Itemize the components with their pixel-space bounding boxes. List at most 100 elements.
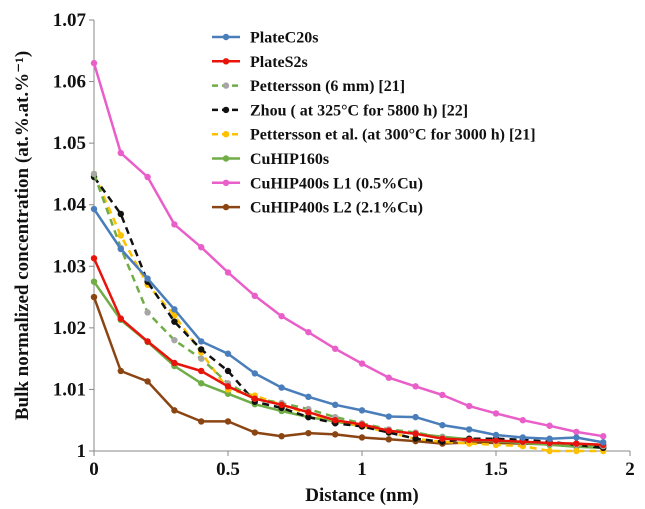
data-point <box>90 205 98 213</box>
legend-marker <box>222 203 230 211</box>
data-point <box>439 435 446 442</box>
axes <box>89 19 631 456</box>
data-point <box>117 210 125 218</box>
series-line <box>92 208 604 444</box>
data-point <box>224 350 232 357</box>
data-point <box>305 393 312 401</box>
y-tick-label: 1.02 <box>53 318 86 339</box>
data-point <box>358 360 366 367</box>
y-tick-label: 1.04 <box>53 195 87 216</box>
data-point <box>305 409 312 416</box>
data-point <box>546 422 553 429</box>
data-point <box>117 367 125 375</box>
data-point <box>546 435 553 442</box>
data-point <box>251 370 258 377</box>
data-point <box>519 417 526 424</box>
legend-marker <box>222 155 230 162</box>
series-line <box>92 173 604 453</box>
plot-series <box>90 59 607 455</box>
data-point <box>492 431 500 439</box>
legend-marker <box>222 33 230 41</box>
legend-marker <box>222 179 230 186</box>
legend-marker <box>222 82 230 89</box>
data-point <box>492 437 500 444</box>
data-point <box>305 413 312 421</box>
data-point <box>117 232 125 239</box>
data-point <box>90 255 98 262</box>
data-point <box>332 401 339 409</box>
axis-labels: 1 1.01 1.02 1.03 1.04 1.05 1.06 1.07 0 0.5 1 1.5 2 Di… <box>12 10 635 506</box>
y-axis-title: Bulk normalized concentration (at.%.at.%… <box>12 51 33 420</box>
data-point <box>198 346 205 353</box>
data-point <box>332 417 339 424</box>
data-point <box>198 243 205 251</box>
y-tick-label: 1.06 <box>53 72 86 93</box>
legend-marker <box>222 131 230 138</box>
data-point <box>171 359 178 367</box>
legend-marker <box>222 58 230 65</box>
y-tick-label: 1.07 <box>53 10 87 31</box>
data-point <box>171 336 178 344</box>
data-point <box>144 275 151 282</box>
data-point <box>251 395 258 402</box>
data-point <box>90 59 98 67</box>
data-point <box>171 407 178 414</box>
x-tick-label: 1 <box>357 459 367 480</box>
x-tick-label: 1.5 <box>484 459 508 480</box>
data-point <box>144 338 151 345</box>
data-point <box>573 428 580 436</box>
data-point <box>358 434 366 441</box>
data-point <box>385 427 392 434</box>
data-point <box>412 430 419 437</box>
data-point <box>573 440 580 447</box>
legend-label: Zhou ( at 325°C for 5800 h) [22] <box>250 102 468 119</box>
data-point <box>439 421 446 429</box>
data-point <box>90 170 98 178</box>
data-point <box>171 221 178 228</box>
data-point <box>144 378 151 385</box>
data-point <box>385 374 392 381</box>
data-point <box>412 383 419 390</box>
data-point <box>519 434 526 441</box>
x-tick-label: 0 <box>89 459 99 480</box>
series-line <box>92 62 604 438</box>
data-point <box>117 149 125 157</box>
y-tick-label: 1.03 <box>53 256 86 277</box>
data-point <box>144 309 151 316</box>
y-tick-label: 1 <box>77 441 87 462</box>
data-point <box>171 306 178 313</box>
data-point <box>600 433 607 440</box>
data-point <box>573 434 580 441</box>
series-line <box>92 176 604 450</box>
x-axis-title: Distance (nm) <box>305 485 418 506</box>
legend-marker <box>222 106 230 114</box>
data-point <box>358 407 366 414</box>
data-point <box>546 447 553 455</box>
data-point <box>466 426 473 433</box>
legend: PlateC20s PlateS2s Pettersson (6 mm) [21] Z… <box>212 30 536 217</box>
legend-label: PlateC20s <box>250 30 318 47</box>
data-point <box>224 269 232 276</box>
legend-label: PlateS2s <box>250 54 308 71</box>
y-tick-label: 1.05 <box>53 133 86 154</box>
data-point <box>412 435 419 442</box>
data-point <box>198 355 205 362</box>
data-point <box>224 383 232 390</box>
data-point <box>198 418 205 425</box>
data-point <box>466 436 473 444</box>
x-tick-label: 0.5 <box>216 459 240 480</box>
data-point <box>251 292 258 300</box>
legend-label: CuHIP400s L2 (2.1%Cu) <box>250 200 423 217</box>
data-point <box>278 433 285 440</box>
data-point <box>224 367 232 375</box>
legend-label: CuHIP160s <box>250 151 329 168</box>
data-point <box>385 413 392 420</box>
data-point <box>198 380 205 387</box>
data-point <box>278 312 285 320</box>
data-point <box>198 367 205 375</box>
legend-label: Pettersson et al. (at 300°C for 3000 h) … <box>250 127 536 144</box>
data-point <box>144 173 151 181</box>
data-point <box>171 318 178 325</box>
data-point <box>466 402 473 410</box>
